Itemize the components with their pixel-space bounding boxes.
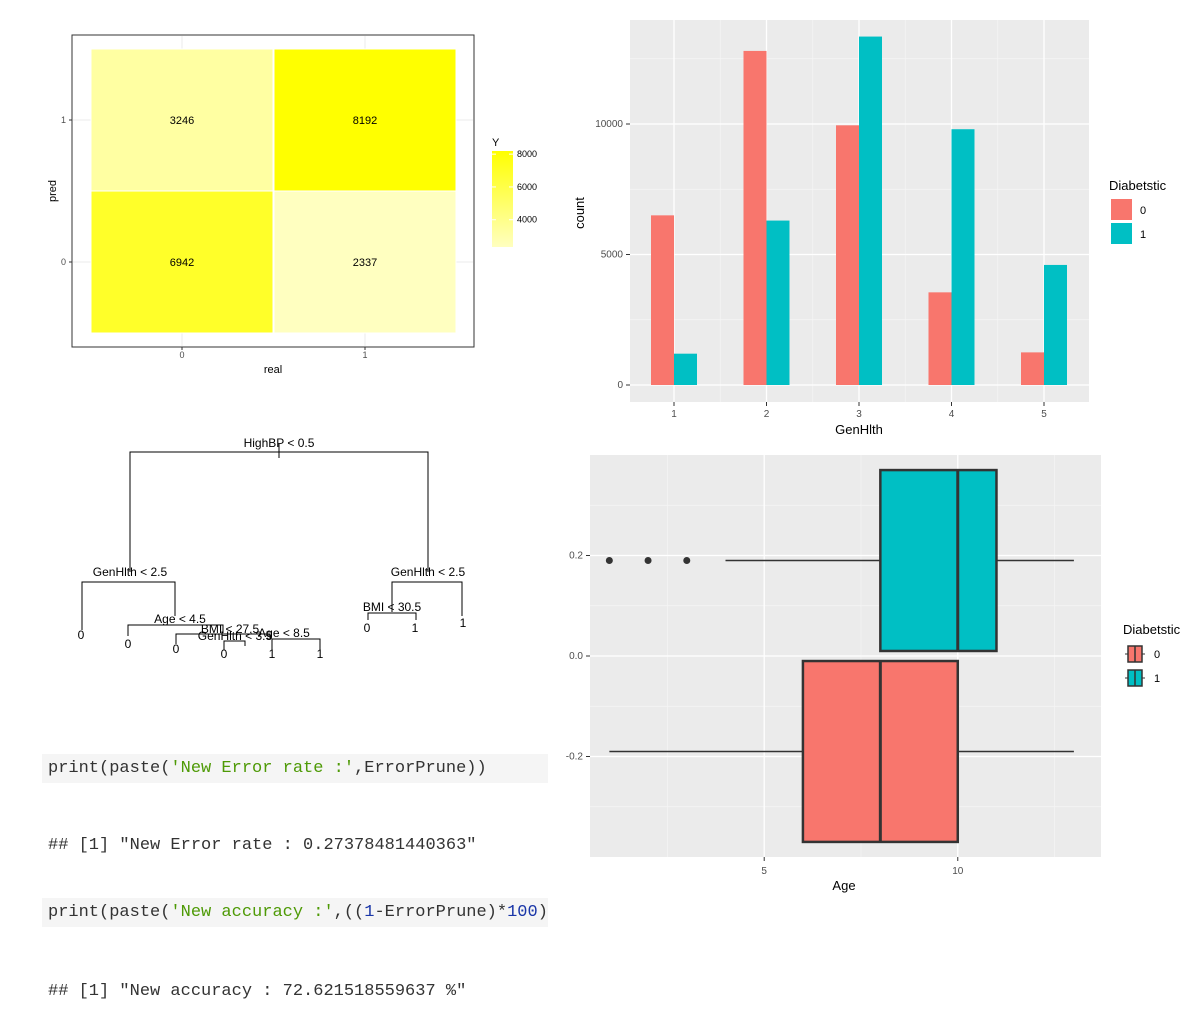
bar-0-3 <box>836 125 859 386</box>
tree-node-root: HighBP < 0.5 <box>244 436 315 450</box>
box-x-tick-label: 10 <box>952 866 964 877</box>
code-line-accuracy: print(paste('New accuracy :',((1-ErrorPr… <box>42 898 548 927</box>
box-legend-label: 0 <box>1154 649 1160 661</box>
code-line-error-rate: print(paste('New Error rate :',ErrorPrun… <box>42 754 548 783</box>
box-legend-label: 1 <box>1154 673 1160 685</box>
box-legend-title: Diabetstic <box>1123 622 1181 637</box>
bar-y-tick-label: 10000 <box>595 119 623 130</box>
heatmap-ylabel: pred <box>47 180 59 202</box>
genhlth-bar-chart: 1 2 3 4 5 0 5000 10000 GenHlth count Diabetstic… <box>572 20 1167 437</box>
heatmap-legend-colorbar <box>492 151 513 247</box>
tree-leaf: 0 <box>173 642 180 656</box>
heatmap-legend-title: Y <box>492 137 500 149</box>
heatmap-y-tick-label: 1 <box>61 115 66 125</box>
confusion-matrix-heatmap: 3246 8192 6942 2337 0 1 0 1 real pred Y 8000 60… <box>47 34 537 376</box>
bar-1-3 <box>859 36 882 385</box>
heatmap-cell-label: 3246 <box>170 115 194 127</box>
box-outlier-point <box>683 557 691 565</box>
bar-0-2 <box>743 50 767 386</box>
heatmap-cell <box>273 190 457 334</box>
bar-1-2 <box>766 220 790 385</box>
box-y-tick-label: 0.0 <box>569 651 583 662</box>
bar-1-5 <box>1044 264 1067 385</box>
output-line-accuracy: ## [1] "New accuracy : 72.621518559637 %… <box>48 982 467 1001</box>
heatmap-cell-label: 6942 <box>170 257 194 269</box>
tree-edge-bmi275 <box>175 633 271 644</box>
bar-1-4 <box>951 129 975 385</box>
bar-x-tick-label: 4 <box>949 409 955 420</box>
bar-legend-key-1 <box>1111 223 1132 244</box>
tree-edge-age85 <box>271 638 321 650</box>
box-outlier-point <box>605 557 613 565</box>
tree-leaf: 1 <box>460 616 467 630</box>
box-outlier-point <box>644 557 652 565</box>
box-legend-key-1 <box>1125 669 1145 687</box>
heatmap-cell-label: 8192 <box>353 115 377 127</box>
tree-edge-left <box>81 581 176 630</box>
heatmap-legend-tick-label: 6000 <box>517 182 537 192</box>
bar-0-1 <box>651 215 674 385</box>
bar-y-tick-label: 0 <box>617 380 623 391</box>
tree-edge-root <box>129 451 429 572</box>
tree-node-bmi305: BMI < 30.5 <box>363 600 422 614</box>
bar-x-tick-label: 1 <box>671 409 677 420</box>
bar-x-tick-label: 3 <box>856 409 862 420</box>
tree-node-genhlth35: GenHlth < 3.5 <box>198 629 273 643</box>
bar-0-5 <box>1021 352 1044 385</box>
bar-legend-label-0: 0 <box>1140 205 1146 217</box>
heatmap-cell <box>90 190 274 334</box>
box-xlabel: Age <box>832 878 855 893</box>
heatmap-xlabel: real <box>264 364 282 376</box>
tree-leaf: 0 <box>78 628 85 642</box>
output-line-error-rate: ## [1] "New Error rate : 0.2737848144036… <box>48 836 477 855</box>
tree-leaf: 0 <box>221 647 228 661</box>
heatmap-cell <box>273 48 457 192</box>
decision-tree: HighBP < 0.5 GenHlth < 2.5 GenHlth < 2.5… <box>78 436 467 661</box>
tree-edge-right <box>391 581 463 616</box>
box-legend-key-0 <box>1125 645 1145 663</box>
bar-x-tick-label: 2 <box>764 409 770 420</box>
bar-legend-label-1: 1 <box>1140 229 1146 241</box>
tree-edge-genhlth35 <box>223 640 246 650</box>
heatmap-legend-tick-label: 4000 <box>517 215 537 225</box>
bar-x-tick-label: 5 <box>1041 409 1047 420</box>
box-y-tick-label: -0.2 <box>566 752 584 763</box>
tree-node-bmi275: BMI < 27.5 <box>201 622 260 636</box>
r-code-output: print(paste('New Error rate :',ErrorPrun… <box>42 716 548 1025</box>
tree-leaf: 1 <box>412 621 419 635</box>
heatmap-x-tick-label: 1 <box>362 350 367 360</box>
tree-leaf: 0 <box>125 637 132 651</box>
bar-1-1 <box>674 353 697 385</box>
box-x-tick-label: 5 <box>761 866 767 877</box>
tree-node-left: GenHlth < 2.5 <box>93 565 168 579</box>
heatmap-cell-label: 2337 <box>353 257 377 269</box>
bar-legend-key-0 <box>1111 199 1132 220</box>
bar-0-4 <box>928 292 952 385</box>
age-boxplot: 5 10 0.2 0.0 -0.2 Age Diabetstic 0 1 <box>566 455 1181 893</box>
heatmap-legend-tick-label: 8000 <box>517 149 537 159</box>
tree-edge-bmi305 <box>367 612 417 620</box>
tree-node-age85: Age < 8.5 <box>258 626 310 640</box>
tree-node-age45: Age < 4.5 <box>154 612 206 626</box>
tree-leaf: 0 <box>364 621 371 635</box>
heatmap-x-tick-label: 0 <box>179 350 184 360</box>
bar-ylabel: count <box>572 197 587 229</box>
bar-y-tick-label: 5000 <box>601 250 624 261</box>
tree-node-right: GenHlth < 2.5 <box>391 565 466 579</box>
bar-legend-title: Diabetstic <box>1109 178 1167 193</box>
tree-leaf: 1 <box>317 647 324 661</box>
box-iqr-1 <box>879 468 998 653</box>
box-y-tick-label: 0.2 <box>569 551 583 562</box>
tree-edge-age45 <box>127 624 224 636</box>
tree-leaf: 1 <box>269 647 276 661</box>
heatmap-y-tick-label: 0 <box>61 257 66 267</box>
bar-xlabel: GenHlth <box>835 422 883 437</box>
